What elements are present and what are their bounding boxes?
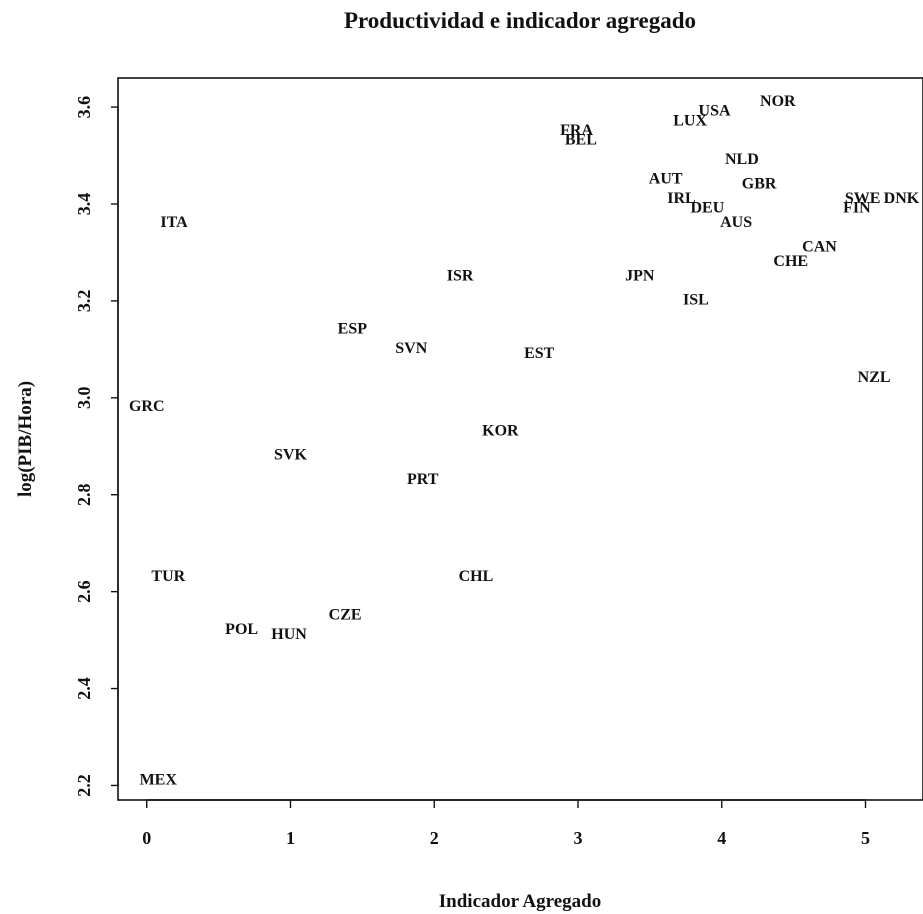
x-tick-label: 2 xyxy=(430,828,439,848)
y-tick-label: 3.4 xyxy=(74,193,94,216)
point-label-lux: LUX xyxy=(673,112,707,129)
y-tick-label: 3.0 xyxy=(74,387,94,410)
x-axis: 0 1 2 3 4 5 xyxy=(142,799,870,848)
point-label-bel: BEL xyxy=(565,132,597,149)
point-label-dnk: DNK xyxy=(884,190,920,207)
point-label-kor: KOR xyxy=(482,422,519,439)
point-label-svn: SVN xyxy=(395,340,427,357)
point-label-hun: HUN xyxy=(271,626,307,643)
point-label-mex: MEX xyxy=(140,771,178,788)
point-label-nld: NLD xyxy=(725,151,759,168)
y-tick-label: 2.6 xyxy=(74,580,94,603)
y-tick-label: 2.2 xyxy=(74,774,94,797)
x-axis-title: Indicador Agregado xyxy=(439,891,601,912)
x-tick-label: 1 xyxy=(286,828,295,848)
x-tick-label: 5 xyxy=(861,828,870,848)
x-tick-label: 4 xyxy=(717,828,726,848)
point-label-aus: AUS xyxy=(720,214,752,231)
plot-frame xyxy=(117,77,923,801)
point-label-jpn: JPN xyxy=(625,267,655,284)
point-label-nor: NOR xyxy=(760,93,796,110)
point-label-est: EST xyxy=(524,345,555,362)
point-label-isr: ISR xyxy=(447,267,474,284)
y-tick-label: 3.2 xyxy=(74,290,94,313)
point-label-esp: ESP xyxy=(338,321,368,338)
point-label-can: CAN xyxy=(802,238,837,255)
y-tick-label: 2.8 xyxy=(74,483,94,506)
point-label-isl: ISL xyxy=(683,292,709,309)
point-label-che: CHE xyxy=(773,253,808,270)
point-label-swe: SWE xyxy=(845,190,881,207)
x-tick-label: 3 xyxy=(574,828,583,848)
point-label-aut: AUT xyxy=(649,170,683,187)
y-axis: 2.2 2.4 2.6 2.8 3.0 3.2 3.4 3.6 xyxy=(74,96,119,797)
point-label-ita: ITA xyxy=(160,214,188,231)
point-label-svk: SVK xyxy=(274,447,307,464)
point-label-fin: FIN xyxy=(843,200,871,217)
point-label-cze: CZE xyxy=(329,607,362,624)
point-label-deu: DEU xyxy=(690,200,724,217)
chart-title: Productividad e indicador agregado xyxy=(344,8,696,33)
y-tick-label: 3.6 xyxy=(74,96,94,119)
data-points: MEX TUR GRC ITA POL HUN SVK CZE ESP SVN PRT ISR CHL K… xyxy=(129,93,920,788)
point-label-nzl: NZL xyxy=(858,369,891,386)
point-label-grc: GRC xyxy=(129,398,165,415)
x-tick-label: 0 xyxy=(142,828,151,848)
point-label-gbr: GBR xyxy=(742,175,777,192)
y-tick-label: 2.4 xyxy=(74,677,94,700)
point-label-usa: USA xyxy=(699,103,731,120)
y-axis-title: log(PIB/Hora) xyxy=(15,381,36,497)
point-label-tur: TUR xyxy=(151,568,185,585)
point-label-pol: POL xyxy=(225,621,258,638)
point-label-chl: CHL xyxy=(459,568,494,585)
point-label-irl: IRL xyxy=(667,190,695,207)
point-label-prt: PRT xyxy=(407,471,439,488)
point-label-fra: FRA xyxy=(560,122,593,139)
